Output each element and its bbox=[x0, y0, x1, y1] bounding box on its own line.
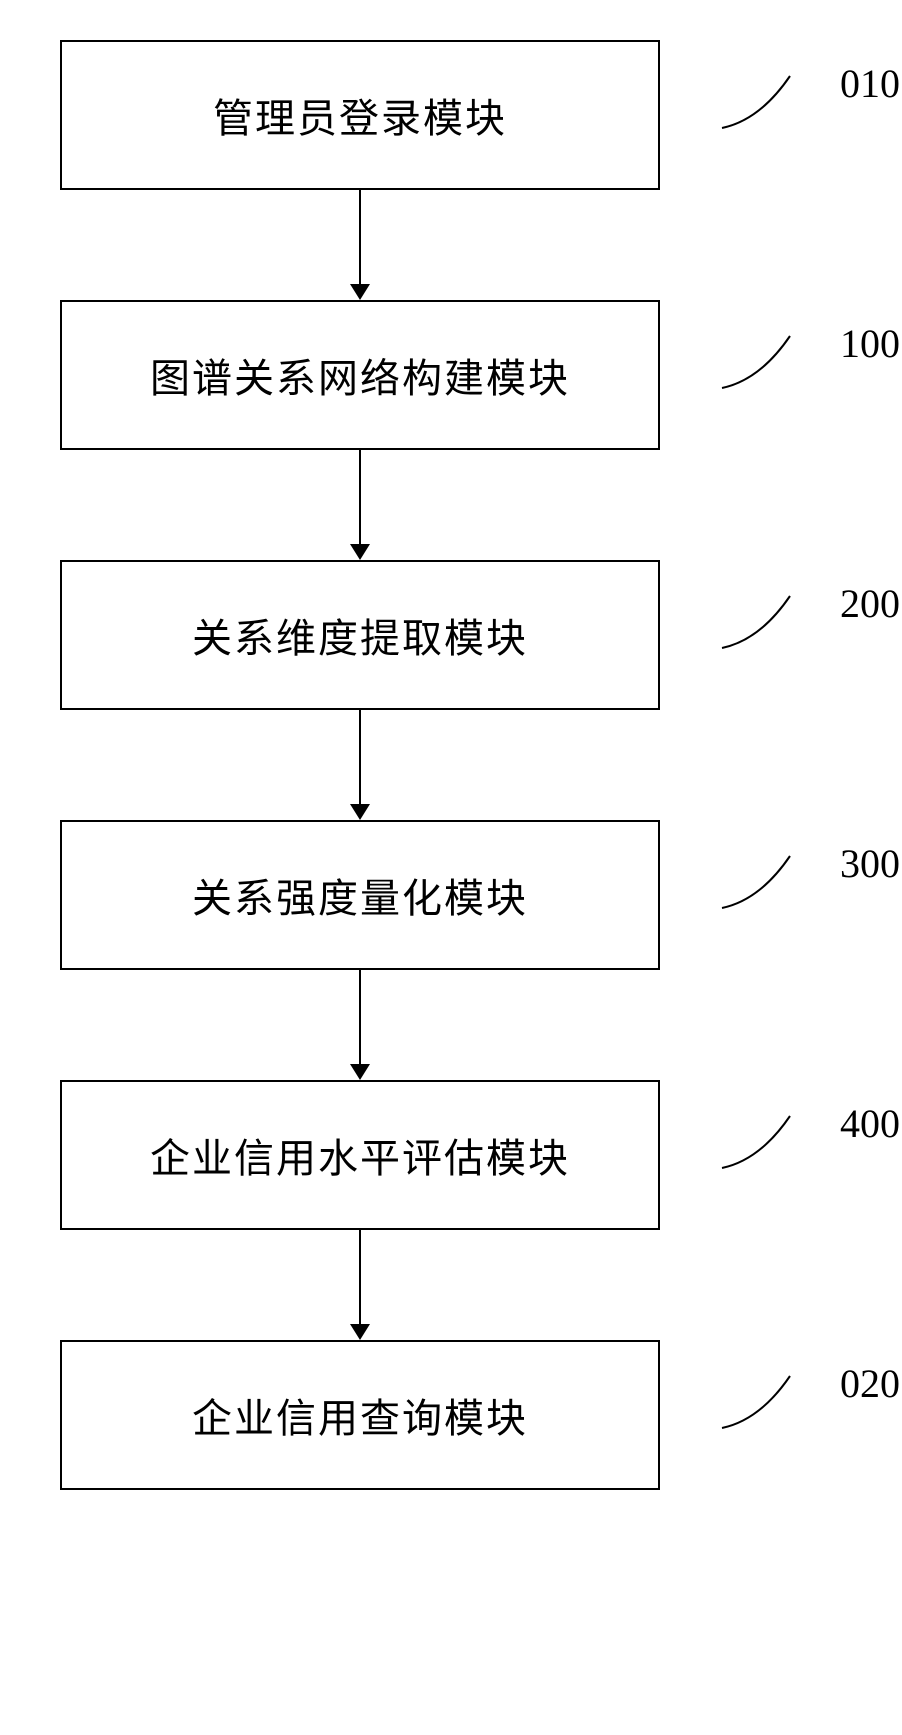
flow-node: 管理员登录模块 010 bbox=[60, 40, 840, 190]
node-label: 管理员登录模块 bbox=[213, 86, 507, 144]
flow-arrow bbox=[60, 1230, 660, 1340]
node-tag: 200 bbox=[840, 580, 900, 627]
flow-node: 关系维度提取模块 200 bbox=[60, 560, 840, 710]
node-label: 关系强度量化模块 bbox=[192, 866, 528, 924]
node-box: 企业信用查询模块 bbox=[60, 1340, 660, 1490]
flowchart-container: 管理员登录模块 010 图谱关系网络构建模块 100 关系维度提取模块 200 bbox=[60, 40, 840, 1490]
flow-node: 企业信用水平评估模块 400 bbox=[60, 1080, 840, 1230]
node-box: 关系维度提取模块 bbox=[60, 560, 660, 710]
node-label: 关系维度提取模块 bbox=[192, 606, 528, 664]
node-label: 企业信用水平评估模块 bbox=[150, 1126, 570, 1184]
flow-arrow bbox=[60, 710, 660, 820]
node-label: 企业信用查询模块 bbox=[192, 1386, 528, 1444]
flow-node: 关系强度量化模块 300 bbox=[60, 820, 840, 970]
node-label: 图谱关系网络构建模块 bbox=[150, 346, 570, 404]
node-box: 企业信用水平评估模块 bbox=[60, 1080, 660, 1230]
flow-arrow bbox=[60, 970, 660, 1080]
node-box: 管理员登录模块 bbox=[60, 40, 660, 190]
node-box: 关系强度量化模块 bbox=[60, 820, 660, 970]
node-box: 图谱关系网络构建模块 bbox=[60, 300, 660, 450]
node-tag: 400 bbox=[840, 1100, 900, 1147]
flow-node: 图谱关系网络构建模块 100 bbox=[60, 300, 840, 450]
flow-arrow bbox=[60, 450, 660, 560]
node-tag: 100 bbox=[840, 320, 900, 367]
flow-arrow bbox=[60, 190, 660, 300]
flow-node: 企业信用查询模块 020 bbox=[60, 1340, 840, 1490]
node-tag: 020 bbox=[840, 1360, 900, 1407]
node-tag: 010 bbox=[840, 60, 900, 107]
node-tag: 300 bbox=[840, 840, 900, 887]
